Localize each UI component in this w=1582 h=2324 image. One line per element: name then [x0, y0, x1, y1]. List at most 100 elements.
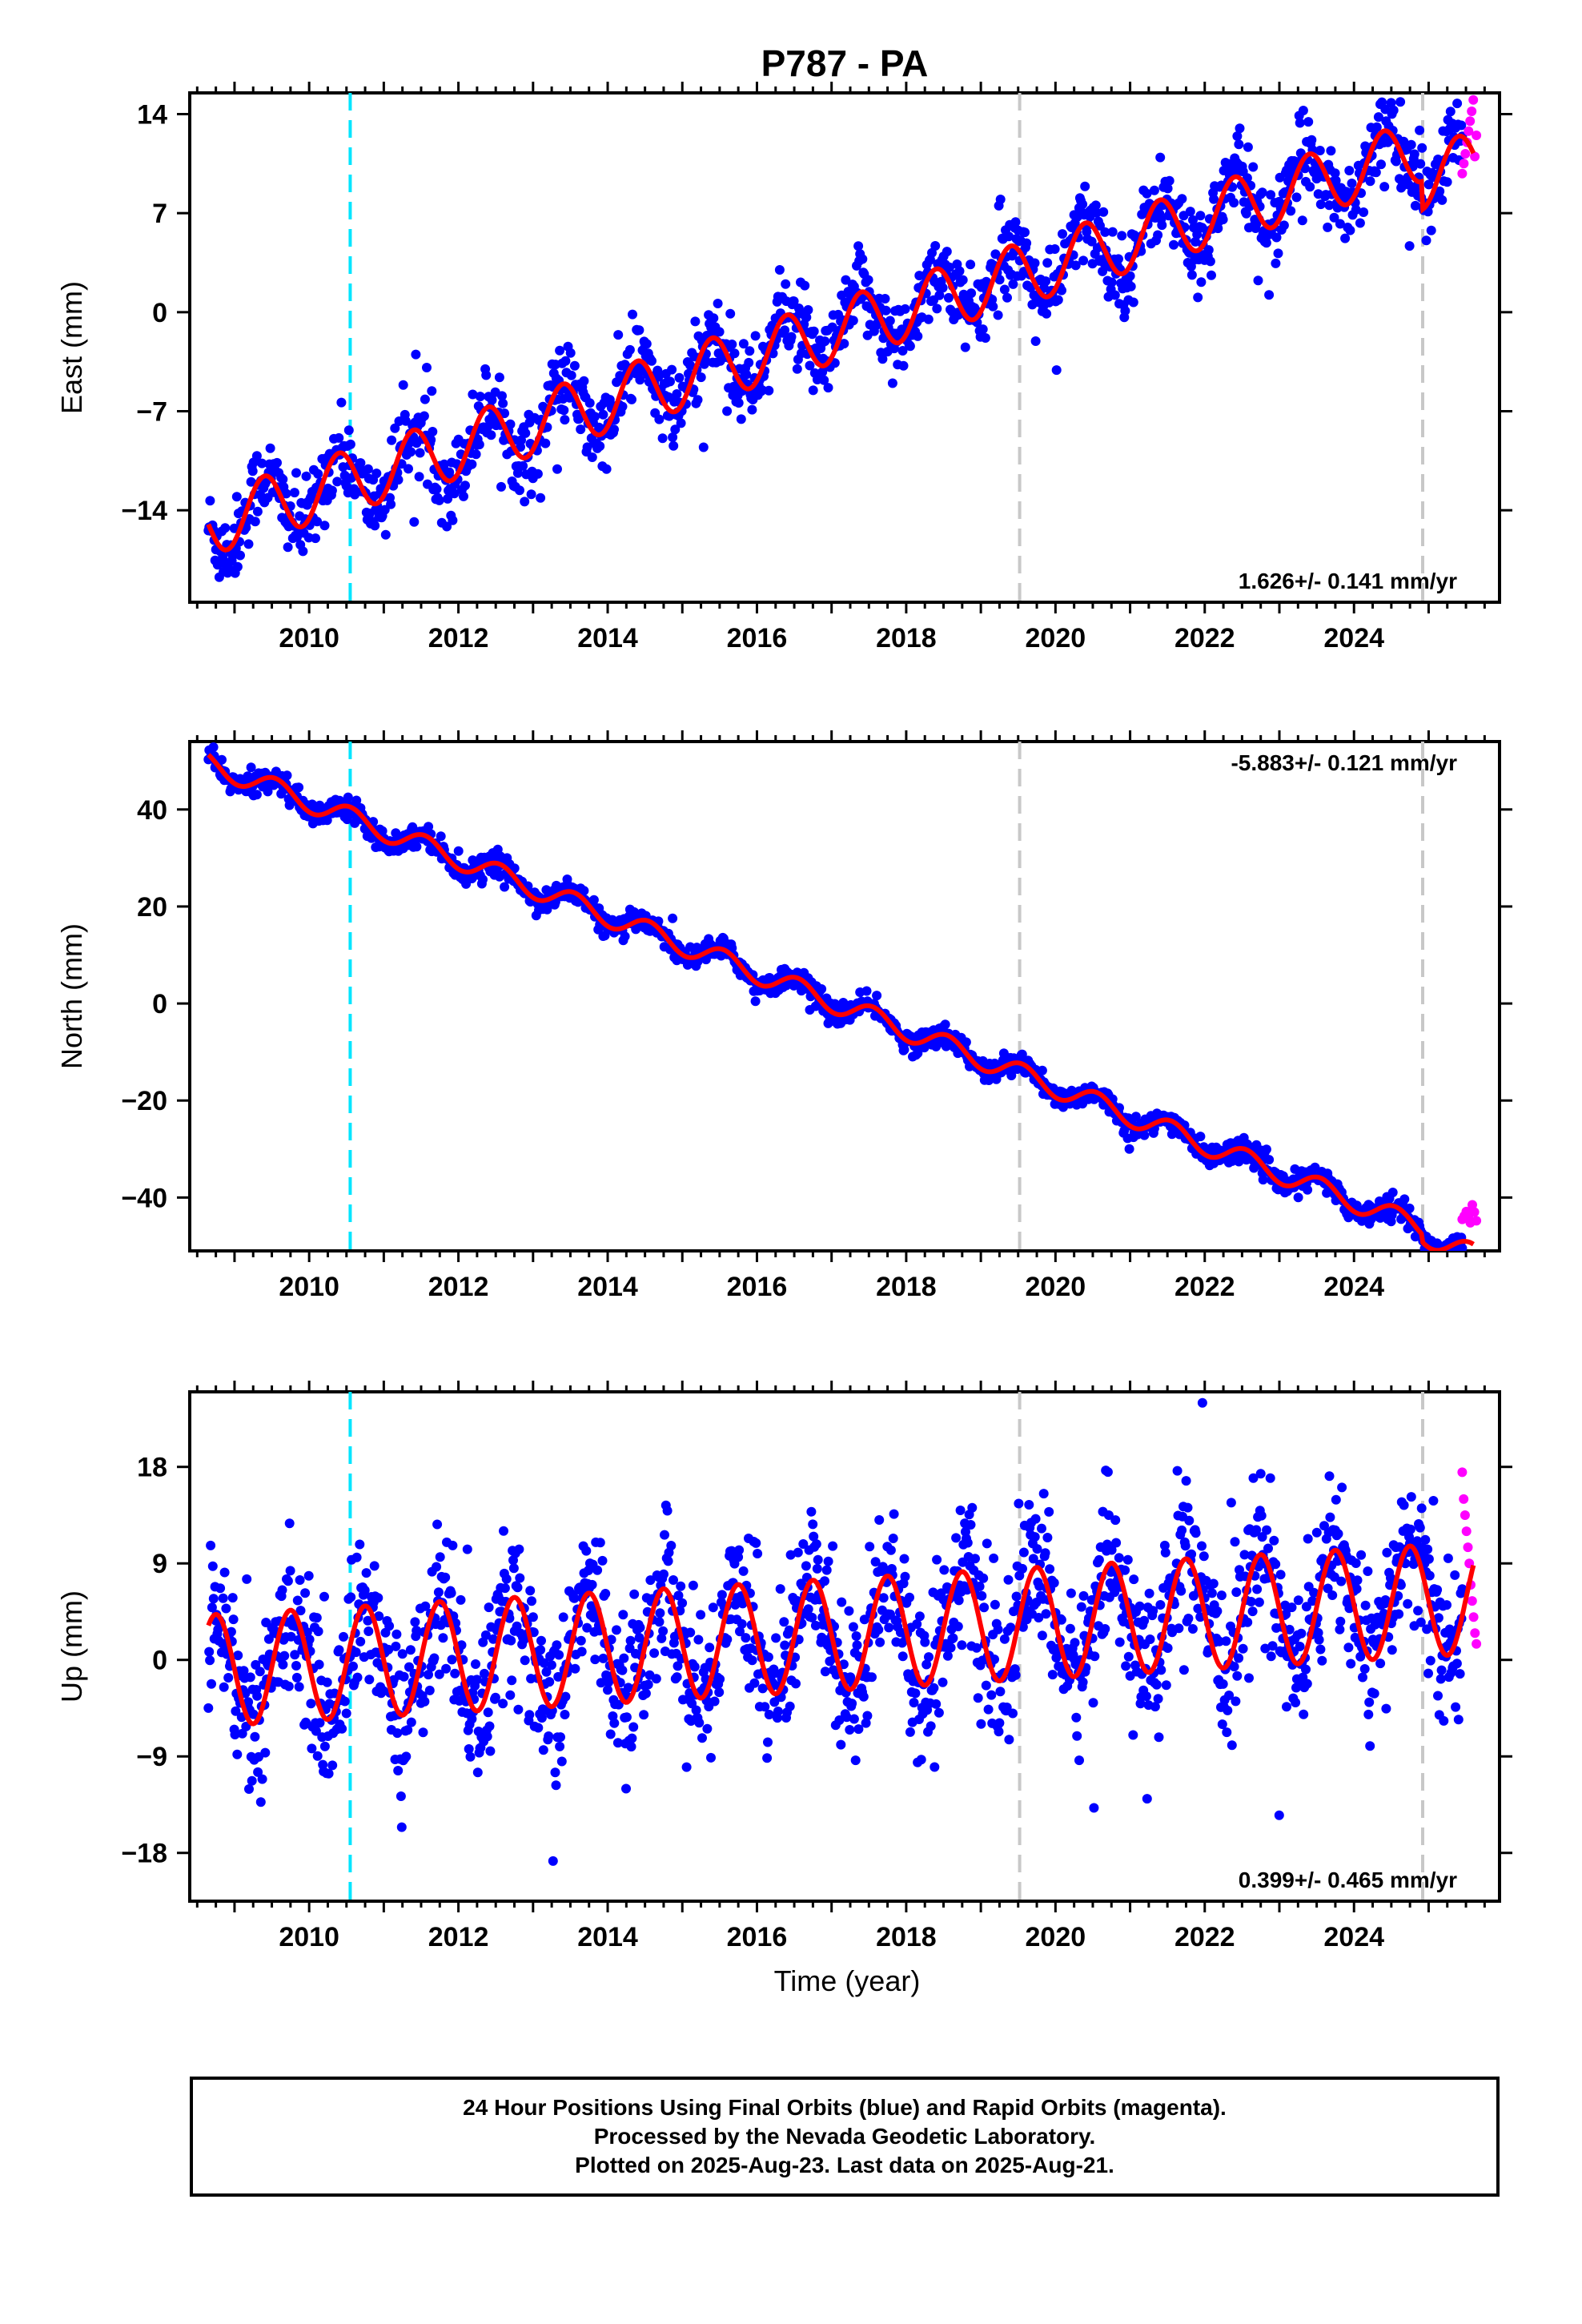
up-final-point: [484, 1721, 495, 1731]
up-final-point: [485, 1746, 496, 1756]
north-final-point: [263, 786, 273, 797]
up-final-point: [820, 1667, 830, 1677]
north-final-point: [217, 754, 227, 765]
east-final-point: [590, 412, 600, 422]
east-final-point: [690, 316, 701, 327]
east-final-point: [1114, 254, 1123, 264]
up-final-point: [471, 1659, 480, 1669]
up-final-point: [239, 1666, 249, 1676]
up-final-point: [762, 1753, 773, 1763]
up-final-point: [484, 1602, 494, 1613]
up-final-point: [791, 1679, 801, 1689]
up-final-point: [223, 1673, 234, 1683]
east-final-point: [343, 425, 354, 436]
up-final-point: [215, 1583, 226, 1594]
up-final-point: [313, 1626, 323, 1637]
east-final-point: [1380, 104, 1391, 115]
east-final-point: [1078, 255, 1089, 266]
east-final-point: [1331, 175, 1341, 186]
up-final-point: [508, 1563, 519, 1574]
north-x-tick-label: 2010: [279, 1272, 339, 1302]
east-final-point: [500, 408, 510, 419]
up-final-point: [1030, 1532, 1040, 1542]
east-final-point: [942, 247, 952, 257]
up-final-point: [1150, 1702, 1160, 1712]
up-final-point: [1024, 1500, 1034, 1510]
up-final-point: [1070, 1638, 1080, 1648]
up-final-point: [1314, 1634, 1324, 1645]
up-final-point: [1336, 1576, 1347, 1586]
up-final-point: [498, 1699, 508, 1709]
up-final-point: [286, 1631, 296, 1642]
up-final-point: [284, 1518, 295, 1529]
up-final-point: [1122, 1554, 1133, 1565]
east-final-point: [733, 398, 744, 408]
east-x-tick-label: 2024: [1323, 623, 1384, 653]
east-final-point: [727, 340, 737, 349]
east-final-point: [494, 372, 504, 383]
up-final-point: [897, 1651, 908, 1662]
east-final-point: [1303, 117, 1314, 127]
east-final-point: [1193, 292, 1203, 303]
north-final-point: [1124, 1144, 1134, 1154]
up-final-point: [520, 1655, 530, 1666]
up-final-point: [1265, 1473, 1275, 1483]
up-final-point: [1387, 1645, 1397, 1655]
east-final-point: [1191, 236, 1201, 247]
east-final-point: [1291, 192, 1302, 203]
up-final-point: [393, 1766, 404, 1775]
up-final-point: [623, 1683, 633, 1693]
up-final-point: [1274, 1810, 1284, 1820]
east-final-point: [604, 395, 615, 405]
north-final-point: [872, 991, 882, 1001]
north-final-point: [1139, 1130, 1150, 1140]
up-final-point: [889, 1509, 899, 1519]
up-final-point: [1246, 1597, 1256, 1606]
up-final-point: [702, 1723, 713, 1734]
up-final-point: [364, 1675, 375, 1685]
up-final-point: [619, 1653, 629, 1663]
up-final-point: [603, 1685, 612, 1695]
up-final-point: [464, 1744, 474, 1754]
east-final-point: [1382, 78, 1391, 87]
north-final-point: [620, 931, 630, 942]
north-x-tick-label: 2014: [577, 1272, 638, 1302]
up-final-point: [1223, 1705, 1233, 1715]
up-final-point: [506, 1635, 516, 1646]
east-final-point: [1070, 260, 1081, 271]
east-final-point: [319, 521, 330, 531]
up-final-point: [658, 1626, 669, 1636]
east-final-point: [1298, 106, 1308, 115]
up-final-point: [533, 1723, 544, 1733]
east-final-point: [1232, 131, 1243, 141]
east-final-point: [609, 424, 619, 435]
east-final-point: [540, 438, 551, 448]
up-final-point: [780, 1640, 790, 1651]
east-final-point: [334, 432, 344, 443]
north-rapid-point: [1472, 1216, 1482, 1226]
up-final-point: [938, 1677, 948, 1687]
east-final-point: [518, 460, 528, 471]
east-final-point: [1344, 166, 1355, 175]
east-rapid-point: [1460, 149, 1471, 159]
east-final-point: [1030, 336, 1041, 346]
up-final-point: [1176, 1586, 1186, 1596]
east-final-point: [1264, 290, 1275, 300]
up-final-point: [910, 1688, 921, 1699]
up-final-point: [399, 1671, 409, 1682]
east-final-point: [459, 491, 468, 501]
up-final-point: [1145, 1634, 1155, 1644]
up-final-point: [483, 1707, 493, 1718]
east-final-point: [738, 339, 749, 349]
up-final-point: [1018, 1563, 1027, 1574]
east-final-orbits-series: [203, 78, 1468, 582]
east-final-point: [505, 419, 516, 429]
east-final-point: [1153, 230, 1163, 240]
east-final-point: [1192, 229, 1203, 239]
up-final-point: [798, 1539, 809, 1549]
east-rapid-point: [1457, 168, 1468, 179]
east-final-point: [1435, 186, 1445, 196]
up-final-point: [932, 1554, 942, 1565]
up-final-point: [921, 1659, 932, 1670]
east-final-point: [958, 275, 968, 285]
